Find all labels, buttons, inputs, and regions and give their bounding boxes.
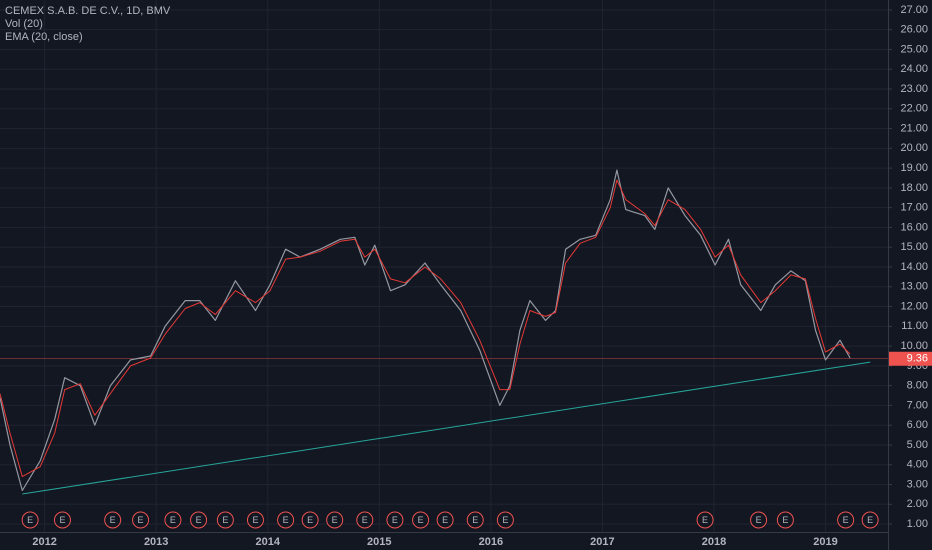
earnings-label: E [222,515,228,525]
y-tick-label: 22.00 [900,103,928,115]
chart-title: CEMEX S.A.B. DE C.V., 1D, BMV [5,5,171,17]
y-tick-label: 2.00 [907,498,928,510]
y-tick-label: 24.00 [900,63,928,75]
earnings-label: E [442,515,448,525]
earnings-marker [386,511,404,529]
y-tick-label: 6.00 [907,419,928,431]
axis: 1.002.003.004.005.006.007.008.009.0010.0… [32,4,932,548]
y-tick-label: 15.00 [900,241,928,253]
grid [0,0,888,532]
y-tick-label: 26.00 [900,24,928,36]
earnings-label: E [110,515,116,525]
earnings-marker [776,511,794,529]
earnings-marker [861,511,879,529]
y-tick-label: 5.00 [907,439,928,451]
y-tick-label: 25.00 [900,43,928,55]
earnings-label: E [702,515,708,525]
ema-line [0,179,851,478]
y-tick-label: 14.00 [900,261,928,273]
earnings-marker [21,511,39,529]
earnings-label: E [362,515,368,525]
y-tick-label: 10.00 [900,340,928,352]
earnings-label: E [472,515,478,525]
y-tick-label: 7.00 [907,399,928,411]
earnings-label: E [138,515,144,525]
y-tick-label: 4.00 [907,459,928,471]
earnings-label: E [252,515,258,525]
earnings-label: E [867,515,873,525]
earnings-marker [412,511,430,529]
trend-line [22,361,871,495]
earnings-marker [246,511,264,529]
earnings-label: E [502,515,508,525]
earnings-marker [104,511,122,529]
earnings-marker [132,511,150,529]
x-tick-label: 2016 [479,536,503,548]
y-tick-label: 18.00 [900,182,928,194]
earnings-label: E [782,515,788,525]
y-tick-label: 11.00 [901,320,928,332]
x-tick-label: 2019 [813,536,837,548]
y-tick-label: 16.00 [900,221,928,233]
x-tick-label: 2013 [144,536,168,548]
earnings-marker [301,511,319,529]
earnings-marker [216,511,234,529]
earnings-marker [837,511,855,529]
indicator-label: EMA (20, close) [5,31,83,43]
earnings-marker [326,511,344,529]
earnings-marker [164,511,182,529]
y-tick-label: 13.00 [900,281,928,293]
last-price-tag [889,351,932,366]
earnings-label: E [27,515,33,525]
x-tick-label: 2012 [32,536,56,548]
earnings-marker [436,511,454,529]
y-tick-label: 19.00 [900,162,928,174]
y-tick-label: 20.00 [900,142,928,154]
y-tick-label: 3.00 [907,478,928,490]
earnings-marker [53,511,71,529]
x-tick-label: 2014 [255,536,280,548]
price-line [0,169,851,492]
earnings-marker [496,511,514,529]
y-tick-label: 17.00 [900,202,928,214]
y-tick-label: 27.00 [900,4,928,16]
earnings-label: E [332,515,338,525]
earnings-marker [277,511,295,529]
y-tick-label: 12.00 [900,300,928,312]
earnings-label: E [59,515,65,525]
indicator-label: Vol (20) [5,18,43,30]
earnings-label: E [307,515,313,525]
earnings-label: E [196,515,202,525]
earnings-label: E [392,515,398,525]
earnings-label: E [170,515,176,525]
earnings-label: E [843,515,849,525]
x-tick-label: 2018 [702,536,726,548]
x-tick-label: 2017 [590,536,614,548]
y-tick-label: 8.00 [907,380,928,392]
y-tick-label: 23.00 [900,83,928,95]
y-tick-label: 1.00 [907,518,928,530]
earnings-label: E [283,515,289,525]
earnings-marker [466,511,484,529]
earnings-marker [190,511,208,529]
y-tick-label: 21.00 [900,122,928,134]
earnings-marker [696,511,714,529]
earnings-marker [750,511,768,529]
x-tick-label: 2015 [367,536,391,548]
last-price-label: 9.36 [907,353,928,365]
earnings-label: E [756,515,762,525]
earnings-label: E [418,515,424,525]
earnings-marker [356,511,374,529]
